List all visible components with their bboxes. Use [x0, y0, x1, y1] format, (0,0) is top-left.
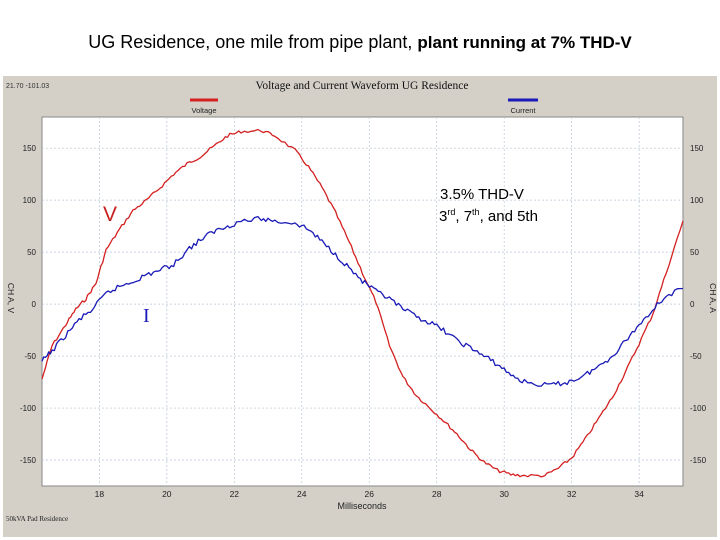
y-tick-label-left: 150 — [23, 144, 37, 153]
x-tick-label: 30 — [499, 489, 509, 499]
series-layer — [41, 128, 684, 478]
y-axis-left-title: CH A, V — [6, 283, 16, 314]
y-tick-label-right: -50 — [690, 352, 702, 361]
thd-ord-7: , 7 — [455, 208, 472, 225]
y-tick-label-right: -150 — [690, 456, 707, 465]
legend-voltage-label: Voltage — [191, 106, 216, 115]
thd-sup-th: th — [472, 207, 480, 217]
legend-current-label: Current — [510, 106, 536, 115]
slide-title: UG Residence, one mile from pipe plant, … — [0, 32, 720, 53]
x-tick-label: 26 — [365, 489, 375, 499]
x-tick-label: 28 — [432, 489, 442, 499]
y-tick-label-left: -100 — [20, 404, 37, 413]
footer-label: 50kVA Pad Residence — [6, 515, 68, 523]
x-axis-title: Milliseconds — [337, 501, 387, 511]
thd-annotation-line2: 3rd, 7th, and 5th — [439, 207, 538, 225]
y-tick-label-left: -50 — [24, 352, 36, 361]
thd-sup-rd: rd — [447, 207, 455, 217]
y-tick-label-right: 150 — [690, 144, 704, 153]
y-tick-label-left: 50 — [27, 248, 36, 257]
x-tick-label: 18 — [95, 489, 105, 499]
y-tick-label-right: 50 — [690, 248, 699, 257]
y-tick-label-right: 100 — [690, 196, 704, 205]
chart-title: Voltage and Current Waveform UG Residenc… — [256, 80, 469, 92]
grid-layer: 150 150 100 100 50 50 0 0 -50 -50 -100 -100 -150 -150… — [20, 116, 707, 499]
thd-ord-5: , and 5th — [480, 208, 538, 225]
current-series-line — [41, 215, 684, 387]
current-marker: I — [143, 305, 150, 327]
y-axis-right-title: CH A, A — [708, 283, 718, 313]
slide-title-part2: plant running at 7% THD-V — [417, 33, 632, 52]
x-tick-label: 32 — [567, 489, 577, 499]
voltage-marker: V — [103, 203, 117, 226]
y-tick-label-right: 0 — [690, 300, 695, 309]
x-tick-label: 24 — [297, 489, 307, 499]
x-tick-label: 34 — [634, 489, 644, 499]
header-timestamp: 21.70 -101.03 — [6, 83, 49, 90]
x-tick-label: 22 — [230, 489, 240, 499]
y-tick-label-left: -150 — [20, 456, 37, 465]
y-tick-label-left: 100 — [23, 196, 37, 205]
thd-ord-3: 3 — [439, 208, 447, 225]
y-tick-label-left: 0 — [32, 300, 37, 309]
x-tick-label: 20 — [162, 489, 172, 499]
plot-area — [41, 116, 684, 487]
y-tick-label-right: -100 — [690, 404, 707, 413]
slide-title-part1: UG Residence, one mile from pipe plant, — [88, 32, 418, 52]
thd-annotation-line1: 3.5% THD-V — [440, 186, 524, 203]
voltage-series-line — [41, 128, 684, 478]
